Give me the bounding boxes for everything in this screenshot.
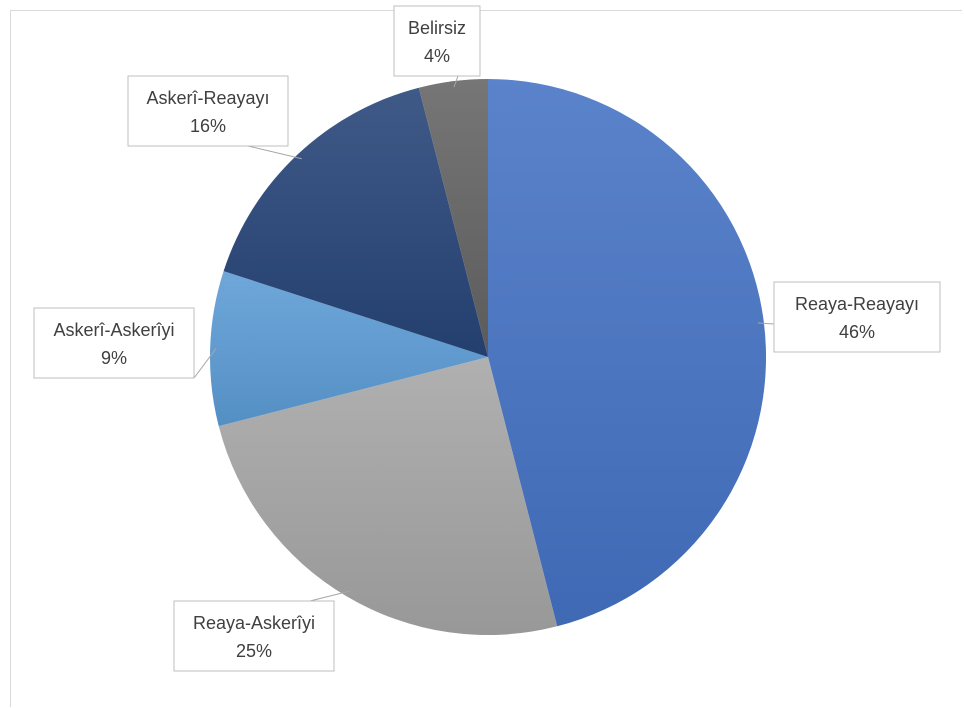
leader-line-belirsiz (453, 75, 459, 88)
leader-line-askeri-askeriyi (193, 348, 217, 379)
slice-percent-belirsiz: 4% (424, 46, 450, 66)
callout-box-reaya-askeriyi (173, 600, 335, 672)
slice-percent-reaya-reayayi: 46% (839, 322, 875, 342)
callout-box-askeri-askeriyi (33, 307, 195, 379)
slice-percent-askeri-reayayi: 16% (190, 116, 226, 136)
slice-percent-askeri-askeriyi: 9% (101, 348, 127, 368)
pie-slice-askeri-askeriyi (209, 271, 488, 427)
leader-line-reaya-reayayi (757, 322, 775, 325)
slice-label-belirsiz: Belirsiz (408, 18, 466, 38)
slice-label-askeri-reayayi: Askerî-Reayayı (146, 88, 269, 108)
slices-layer (209, 79, 767, 636)
slice-label-askeri-askeriyi: Askerî-Askerîyi (53, 320, 174, 340)
leader-line-reaya-askeriyi (309, 590, 350, 602)
leader-line-askeri-reayayi (247, 145, 302, 160)
slice-label-reaya-askeriyi: Reaya-Askerîyi (193, 613, 315, 633)
callout-box-askeri-reayayi (127, 75, 289, 147)
callout-box-belirsiz (393, 5, 481, 77)
pie-slice-reaya-askeriyi (218, 357, 558, 636)
callouts-layer: Reaya-Reayayı 46% Reaya-Askerîyi 25% Askerî-… (33, 5, 941, 672)
leader-lines-layer (193, 75, 775, 602)
slice-label-reaya-reayayi: Reaya-Reayayı (795, 294, 919, 314)
pie-slice-reaya-reayayi (488, 79, 767, 627)
slice-percent-reaya-askeriyi: 25% (236, 641, 272, 661)
callout-box-reaya-reayayi (773, 281, 941, 353)
pie-slice-belirsiz (418, 79, 488, 357)
pie-slice-askeri-reayayi (223, 87, 489, 357)
